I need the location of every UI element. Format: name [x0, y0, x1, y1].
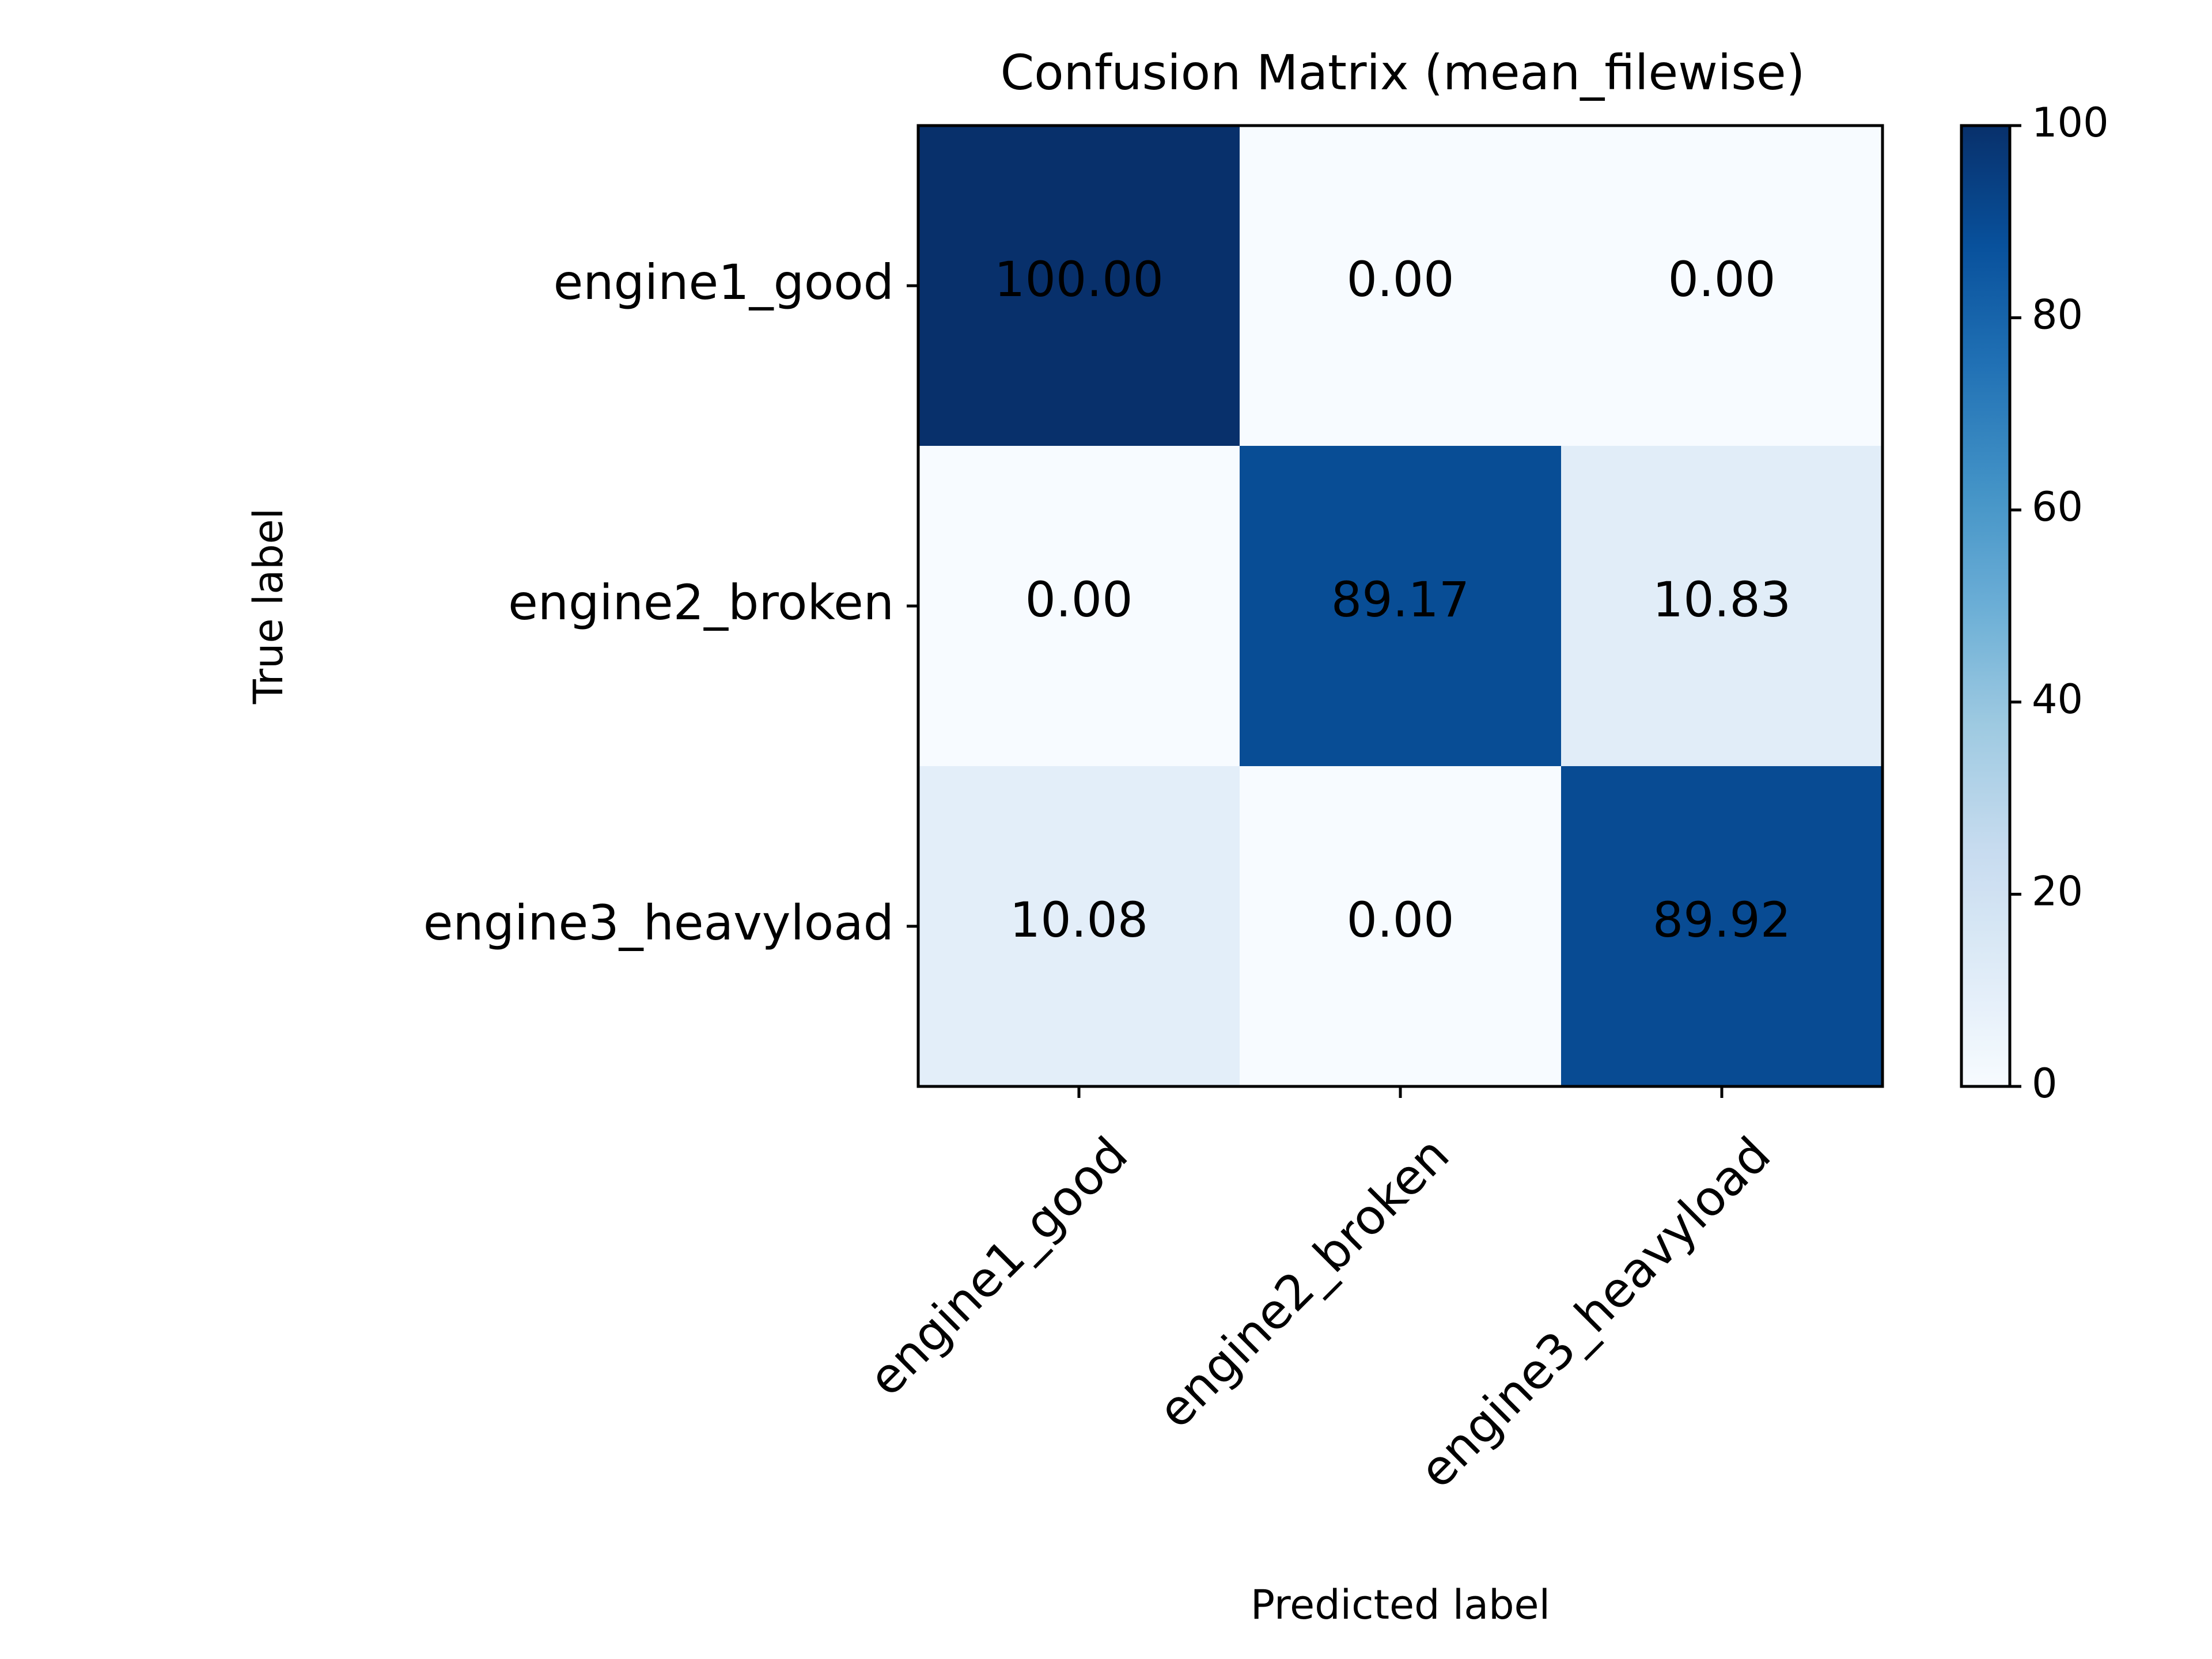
matrix-cell: [1240, 446, 1562, 767]
cell-value-label: 89.17: [1331, 571, 1469, 628]
colorbar-tick-label: 80: [2032, 291, 2083, 339]
colorbar: [1960, 124, 2012, 1088]
cell-value-label: 0.00: [1346, 892, 1454, 948]
matrix-cell-labels: 100.00 0.00 0.00 0.00 89.17 10.83 10.08 0.00 89.…: [994, 251, 1791, 948]
matrix-cells: [918, 126, 1883, 1087]
cell-value-label: 0.00: [1668, 251, 1775, 308]
matrix-cell: [1240, 126, 1562, 446]
y-tick-label: engine3_heavyload: [423, 895, 894, 951]
cell-value-label: 89.92: [1653, 892, 1791, 948]
x-axis-label: Predicted label: [1251, 1581, 1550, 1628]
cell-value-label: 10.08: [1010, 892, 1148, 948]
colorbar-tick-label: 100: [2032, 99, 2109, 146]
matrix-cell: [918, 766, 1240, 1087]
y-tick-label: engine1_good: [554, 254, 894, 310]
y-tick-label: engine2_broken: [508, 574, 894, 631]
matrix-cell: [1561, 446, 1883, 767]
matrix-cell: [1561, 126, 1883, 446]
y-axis-label: True label: [245, 508, 292, 704]
y-axis-ticks: engine1_good engine2_broken engine3_heavyl…: [423, 254, 918, 951]
cell-value-label: 10.83: [1653, 571, 1791, 628]
matrix-cell: [1561, 766, 1883, 1087]
cell-value-label: 0.00: [1025, 571, 1132, 628]
cell-value-label: 0.00: [1346, 251, 1454, 308]
colorbar-tick-label: 40: [2032, 676, 2083, 723]
chart-title: Confusion Matrix (mean_filewise): [1001, 44, 1805, 101]
colorbar-tick-label: 20: [2032, 868, 2083, 915]
cell-value-label: 100.00: [994, 251, 1164, 308]
matrix-cell: [918, 126, 1240, 446]
matrix-cell: [1240, 766, 1562, 1087]
colorbar-ticks: 0 20 40 60 80 100: [2010, 99, 2109, 1107]
colorbar-tick-label: 60: [2032, 483, 2083, 531]
matrix-cell: [918, 446, 1240, 767]
colorbar-tick-label: 0: [2032, 1060, 2058, 1107]
